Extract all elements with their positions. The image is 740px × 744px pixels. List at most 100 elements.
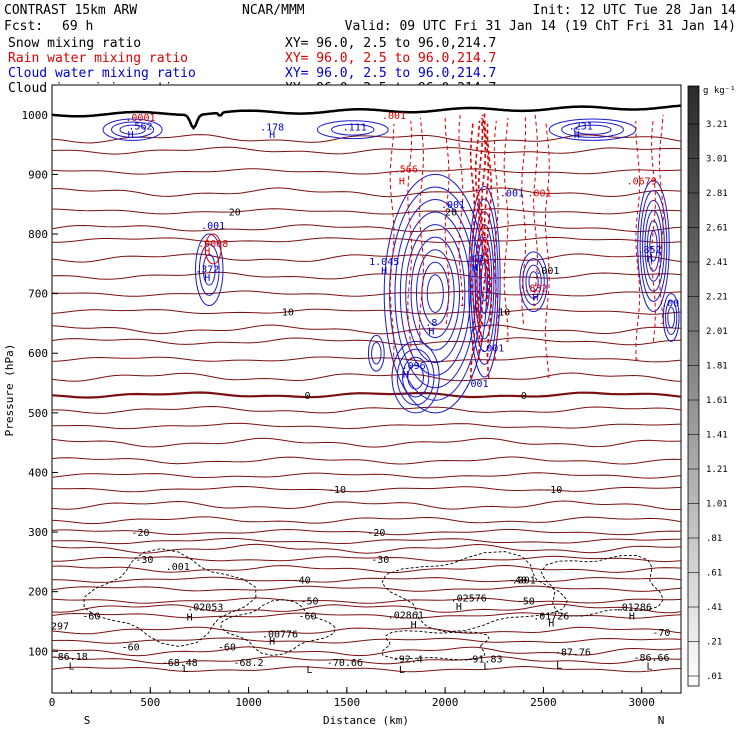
temperature-contour-line (52, 500, 681, 511)
field-labels: -86.18 -68.48 -68.2 -70.66 -92.4 -91.83 -87.76… (52, 111, 685, 676)
cloud-water-contour (367, 334, 385, 372)
cloud-ice-contour (381, 551, 568, 633)
x-tick-label: 2500 (530, 696, 557, 709)
fcst-label: Fcst: (4, 19, 43, 34)
field-value-label: H (128, 130, 134, 141)
cloud-water-contour (402, 356, 430, 398)
colorbar-level-label: 1.21 (706, 465, 728, 475)
y-axis-label: Pressure (hPa) (3, 344, 16, 437)
temperature-contour-line (52, 422, 681, 430)
cloud-water-contour (389, 186, 482, 401)
temperature-contour-label: -60 (299, 612, 317, 623)
y-tick-label: 700 (28, 288, 48, 301)
field-value-label: L (399, 665, 405, 676)
terrain-line (52, 104, 681, 131)
temperature-contour-label: 20 (445, 207, 457, 218)
x-axis-label: Distance (km) (323, 714, 409, 727)
field-value-label: H (411, 620, 417, 631)
fcst-value: 69 h (62, 19, 93, 34)
cloud-water-contour (119, 124, 146, 135)
temperature-contour-line (52, 223, 681, 233)
temperature-contour-line (52, 391, 681, 399)
cloud-water-contour (111, 121, 155, 138)
field-value-label: .001 (661, 299, 685, 310)
cloud-water-contour (198, 243, 220, 296)
temperature-contour-line (52, 271, 681, 280)
field-value-label: L (183, 664, 189, 675)
temperature-contour-line (52, 543, 681, 554)
temperature-contour-label: -10 (328, 485, 346, 496)
field-value-label: L (556, 660, 562, 671)
field-value-label: .001 (527, 188, 551, 199)
colorbar-level-label: 1.81 (706, 362, 728, 372)
field-value-label: H (456, 602, 462, 613)
temperature-contour-line (52, 146, 681, 155)
init-time: Init: 12 UTC Tue 28 Jan 14 (533, 3, 737, 18)
rain-water-contour (469, 123, 476, 378)
x-tick-label: 0 (49, 696, 56, 709)
field-value-label: .001 (201, 221, 225, 232)
temperature-contour-label: 10 (282, 308, 294, 319)
field-value-label: H (381, 266, 387, 277)
cloud-water-contour (194, 233, 224, 307)
field-name-cloud-water: Cloud water mixing ratio (8, 66, 196, 81)
field-name-snow: Snow mixing ratio (8, 36, 141, 51)
colorbar-unit: g kg⁻¹ (703, 86, 736, 96)
temperature-contour-label: -50 (300, 597, 318, 608)
cloud-water-contour (642, 200, 665, 292)
field-value-label: .566 (394, 164, 418, 175)
temperature-contour-line (52, 626, 681, 635)
x-tick-label: 3000 (628, 696, 655, 709)
temperature-contour-line (52, 603, 681, 614)
temperature-contour-line (52, 555, 681, 563)
temperature-contour-line (52, 665, 681, 673)
temperature-contour-line (52, 208, 681, 215)
x-tick-label: 1000 (235, 696, 262, 709)
field-value-label: H (204, 273, 210, 284)
field-value-label: .372 (195, 265, 219, 276)
cloud-water-contour (639, 189, 668, 302)
rain-water-contour (389, 123, 395, 378)
temperature-contour-line (52, 308, 681, 315)
field-value-label: H (647, 254, 653, 265)
field-xy-cloud-water: XY= 96.0, 2.5 to 96.0,214.7 (285, 66, 496, 81)
field-value-label: H (269, 637, 275, 648)
temperature-contour-label: 0 (305, 391, 311, 402)
temperature-contour-line (52, 516, 681, 525)
chart-title: CONTRAST 15km ARW (4, 3, 137, 18)
cloud-water-contour (646, 220, 661, 272)
field-value-label: H (629, 612, 635, 623)
rain-water-contour (493, 120, 499, 360)
field-value-label: H (533, 293, 539, 304)
y-tick-label: 400 (28, 466, 48, 479)
colorbar-level-label: .41 (706, 603, 722, 613)
rain-water-contour (407, 120, 413, 360)
temperature-contours: -60 -60 -50 -50 -40 -40 -30 -30 -20 -20 -10 -10 0 0 10… (52, 134, 681, 673)
x-axis: 0 500 1000 1500 2000 2500 3000 (49, 687, 662, 709)
cloud-water-contour (426, 274, 444, 313)
cloud-water-contour (331, 123, 375, 136)
colorbar-level-label: 2.21 (706, 293, 728, 303)
field-value-label: 1.045 (369, 257, 399, 268)
field-value-label: .8 (425, 318, 437, 329)
field-value-label: -60 (218, 643, 236, 654)
cloud-water-contour (415, 249, 455, 339)
temperature-contour-line (52, 597, 681, 604)
cloud-water-contour (371, 342, 382, 365)
cloud-water-contour (316, 120, 389, 140)
y-tick-label: 300 (28, 526, 48, 539)
colorbar-level-label: 2.01 (706, 327, 728, 337)
temperature-contour-line (52, 528, 681, 536)
x-axis-start-label: S (84, 714, 91, 727)
rain-water-contour (480, 114, 487, 325)
field-value-label: L (306, 665, 312, 676)
field-value-label: -87.76 (555, 647, 591, 658)
cloud-ice-contour (540, 554, 664, 617)
temperature-contour-label: -50 (517, 597, 535, 608)
cloud-water-contours (102, 118, 680, 414)
field-value-label: .01726 (533, 612, 569, 623)
field-value-label: .02861 (388, 610, 424, 621)
x-tick-label: 500 (140, 696, 160, 709)
colorbar-level-label: 2.81 (706, 189, 728, 199)
field-value-label: -91.83 (466, 654, 502, 665)
